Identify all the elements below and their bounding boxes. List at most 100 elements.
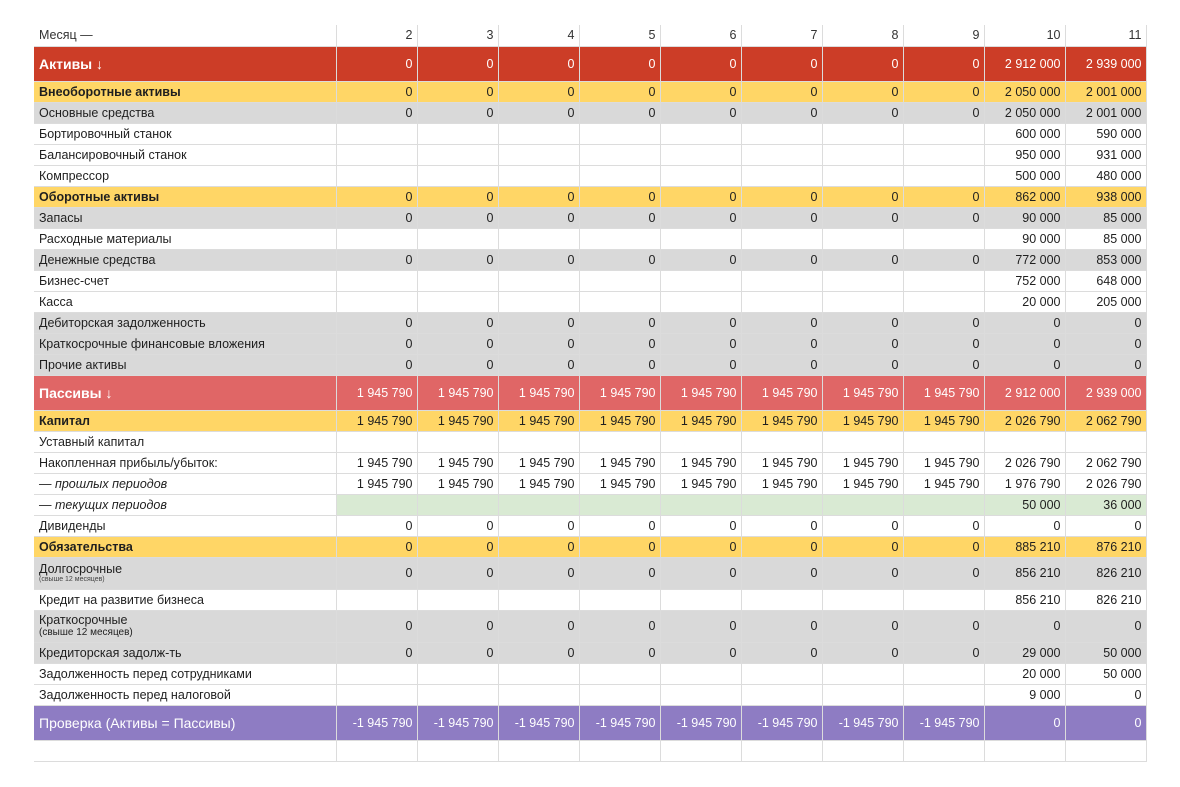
value-cell[interactable]: 1 945 790 <box>741 410 823 432</box>
row-label-cell[interactable]: Накопленная прибыль/убыток: <box>34 452 337 474</box>
value-cell[interactable]: 0 <box>1065 333 1147 355</box>
value-cell[interactable]: 853 000 <box>1065 249 1147 271</box>
value-cell[interactable]: 0 <box>498 186 580 208</box>
row-label-cell[interactable]: Пассивы ↓ <box>34 375 337 411</box>
month-header-cell[interactable]: 3 <box>417 25 499 47</box>
value-cell[interactable]: 0 <box>903 81 985 103</box>
value-cell[interactable] <box>336 228 418 250</box>
row-label-cell[interactable]: Бизнес-счет <box>34 270 337 292</box>
value-cell[interactable]: 1 945 790 <box>579 452 661 474</box>
value-cell[interactable]: 9 000 <box>984 684 1066 706</box>
value-cell[interactable]: 20 000 <box>984 291 1066 313</box>
value-cell[interactable] <box>498 589 580 611</box>
value-cell[interactable]: 0 <box>498 515 580 537</box>
value-cell[interactable]: 0 <box>660 333 742 355</box>
value-cell[interactable] <box>741 740 823 762</box>
value-cell[interactable]: 0 <box>984 515 1066 537</box>
value-cell[interactable]: 0 <box>336 102 418 124</box>
value-cell[interactable]: 0 <box>903 46 985 82</box>
value-cell[interactable] <box>579 431 661 453</box>
row-label-cell[interactable]: Кредит на развитие бизнеса <box>34 589 337 611</box>
value-cell[interactable]: 0 <box>903 249 985 271</box>
value-cell[interactable] <box>498 431 580 453</box>
value-cell[interactable] <box>579 740 661 762</box>
value-cell[interactable]: 0 <box>741 186 823 208</box>
value-cell[interactable]: 0 <box>417 333 499 355</box>
value-cell[interactable]: 0 <box>336 557 418 590</box>
row-label-cell[interactable]: Задолженность перед налоговой <box>34 684 337 706</box>
row-label-cell[interactable]: Расходные материалы <box>34 228 337 250</box>
value-cell[interactable]: 0 <box>498 557 580 590</box>
value-cell[interactable]: 0 <box>984 312 1066 334</box>
value-cell[interactable]: 2 939 000 <box>1065 46 1147 82</box>
value-cell[interactable]: 1 945 790 <box>336 452 418 474</box>
value-cell[interactable] <box>498 494 580 516</box>
value-cell[interactable] <box>822 291 904 313</box>
value-cell[interactable]: 2 912 000 <box>984 46 1066 82</box>
row-label-cell[interactable]: Дебиторская задолженность <box>34 312 337 334</box>
value-cell[interactable] <box>336 291 418 313</box>
value-cell[interactable]: 0 <box>822 207 904 229</box>
row-label-cell[interactable]: Касса <box>34 291 337 313</box>
value-cell[interactable]: 826 210 <box>1065 557 1147 590</box>
value-cell[interactable] <box>741 494 823 516</box>
value-cell[interactable]: 2 001 000 <box>1065 81 1147 103</box>
value-cell[interactable] <box>579 123 661 145</box>
value-cell[interactable] <box>660 165 742 187</box>
value-cell[interactable] <box>903 228 985 250</box>
value-cell[interactable]: 0 <box>417 81 499 103</box>
value-cell[interactable]: 205 000 <box>1065 291 1147 313</box>
row-label-cell[interactable]: Основные средства <box>34 102 337 124</box>
value-cell[interactable]: 1 945 790 <box>417 375 499 411</box>
value-cell[interactable] <box>660 123 742 145</box>
value-cell[interactable]: 0 <box>903 207 985 229</box>
value-cell[interactable]: 0 <box>741 515 823 537</box>
value-cell[interactable]: 0 <box>336 610 418 643</box>
value-cell[interactable]: 590 000 <box>1065 123 1147 145</box>
value-cell[interactable]: 2 050 000 <box>984 81 1066 103</box>
month-header-cell[interactable]: 10 <box>984 25 1066 47</box>
value-cell[interactable] <box>417 270 499 292</box>
value-cell[interactable]: 0 <box>660 46 742 82</box>
value-cell[interactable] <box>498 228 580 250</box>
value-cell[interactable] <box>822 663 904 685</box>
value-cell[interactable]: 1 945 790 <box>579 410 661 432</box>
value-cell[interactable]: 0 <box>579 249 661 271</box>
value-cell[interactable] <box>741 144 823 166</box>
value-cell[interactable]: 0 <box>417 102 499 124</box>
value-cell[interactable]: 1 945 790 <box>498 410 580 432</box>
value-cell[interactable] <box>498 165 580 187</box>
value-cell[interactable]: 0 <box>822 186 904 208</box>
value-cell[interactable]: 0 <box>903 333 985 355</box>
value-cell[interactable] <box>741 589 823 611</box>
value-cell[interactable] <box>984 431 1066 453</box>
value-cell[interactable]: 648 000 <box>1065 270 1147 292</box>
value-cell[interactable]: 0 <box>741 207 823 229</box>
row-label-cell[interactable] <box>34 740 337 762</box>
value-cell[interactable]: 0 <box>1065 705 1147 741</box>
row-label-cell[interactable]: Капитал <box>34 410 337 432</box>
value-cell[interactable]: 0 <box>579 557 661 590</box>
value-cell[interactable]: 0 <box>336 81 418 103</box>
value-cell[interactable]: 1 945 790 <box>498 473 580 495</box>
value-cell[interactable]: 0 <box>498 102 580 124</box>
value-cell[interactable] <box>336 684 418 706</box>
value-cell[interactable] <box>579 144 661 166</box>
value-cell[interactable]: 0 <box>579 102 661 124</box>
value-cell[interactable]: 1 945 790 <box>903 375 985 411</box>
value-cell[interactable] <box>741 165 823 187</box>
row-label-cell[interactable]: — прошлых периодов <box>34 473 337 495</box>
value-cell[interactable]: -1 945 790 <box>822 705 904 741</box>
value-cell[interactable]: 0 <box>579 354 661 376</box>
value-cell[interactable]: 0 <box>498 207 580 229</box>
month-header-cell[interactable]: 7 <box>741 25 823 47</box>
value-cell[interactable]: 0 <box>984 705 1066 741</box>
value-cell[interactable]: 1 945 790 <box>498 452 580 474</box>
value-cell[interactable] <box>498 684 580 706</box>
value-cell[interactable]: 85 000 <box>1065 228 1147 250</box>
value-cell[interactable]: 2 062 790 <box>1065 452 1147 474</box>
value-cell[interactable]: 0 <box>660 81 742 103</box>
row-label-cell[interactable]: Кредиторская задолж-ть <box>34 642 337 664</box>
value-cell[interactable]: 500 000 <box>984 165 1066 187</box>
row-label-cell[interactable]: Краткосрочные (свыше 12 месяцев) <box>34 610 337 643</box>
